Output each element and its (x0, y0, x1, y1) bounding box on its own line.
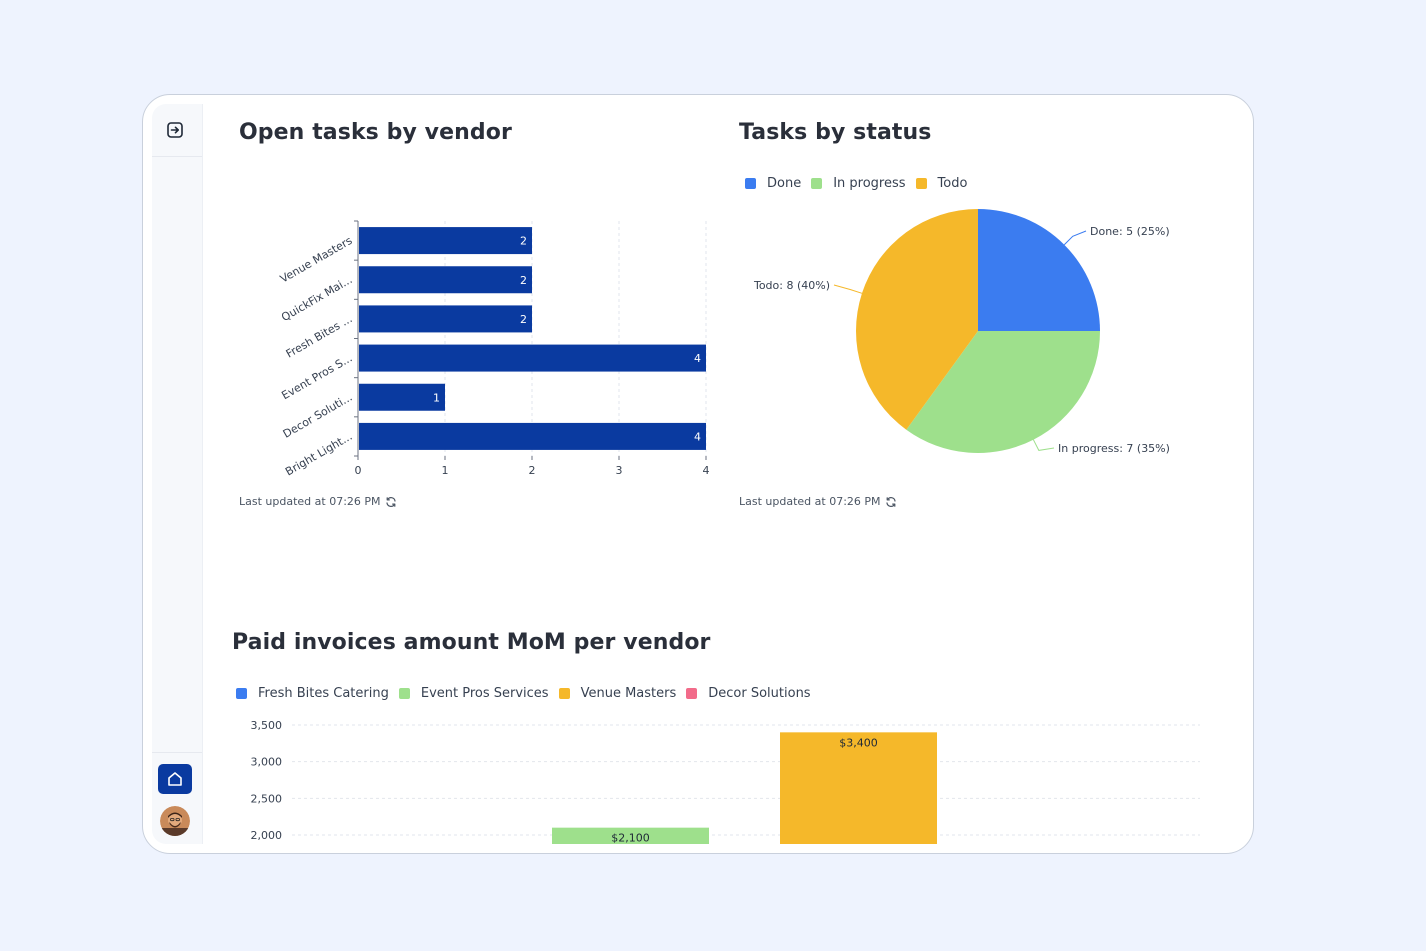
legend-item-in-progress[interactable]: In progress (811, 176, 906, 191)
legend-item-done[interactable]: Done (745, 176, 801, 191)
legend-swatch (745, 178, 756, 189)
legend-swatch (915, 178, 927, 189)
invoice-bar-chart: 2,000 2,500 3,000 3,500 $2,100 $3,400 (251, 719, 1200, 844)
x-tick-label: 2 (529, 464, 536, 477)
home-button[interactable] (158, 764, 192, 794)
legend-label: In progress (833, 176, 906, 191)
legend-swatch (398, 688, 410, 699)
bar-value-label: 2 (520, 313, 527, 326)
vendor-panel-title: Open tasks by vendor (239, 120, 512, 145)
y-tick-label: 2,000 (251, 829, 283, 842)
refresh-icon[interactable] (885, 496, 897, 508)
bar-value-label: 2 (520, 274, 527, 287)
device-frame: Open tasks by vendor 0 1 2 3 4 2 Venue Masters… (142, 94, 1254, 854)
legend-label: Fresh Bites Catering (258, 686, 389, 701)
legend-item-event-pros[interactable]: Event Pros Services (398, 686, 549, 701)
home-icon (168, 772, 182, 786)
legend-label: Decor Solutions (708, 686, 811, 701)
x-tick-label: 4 (703, 464, 710, 477)
pie-slice (906, 331, 1100, 453)
pie-slice (856, 209, 978, 430)
status-pie-chart: Done: 5 (25%) In progress: 7 (35%) Todo: 8… (753, 209, 1170, 455)
bar-value-label: $2,100 (611, 832, 650, 844)
bar (359, 227, 532, 255)
legend-label: Done (767, 176, 802, 191)
y-tick-label: 3,000 (251, 756, 283, 769)
pie-slice-label: Todo: 8 (40%) (753, 279, 830, 292)
legend-item-todo[interactable]: Todo (915, 176, 968, 191)
legend-swatch (686, 688, 698, 699)
legend-label: Venue Masters (580, 686, 677, 701)
legend-item-fresh-bites[interactable]: Fresh Bites Catering (236, 686, 389, 701)
status-last-updated: Last updated at 07:26 PM (739, 495, 897, 508)
status-panel-title: Tasks by status (739, 120, 932, 145)
legend-item-decor-solutions[interactable]: Decor Solutions (686, 686, 811, 701)
legend-swatch (811, 178, 823, 189)
y-tick-label: 2,500 (251, 792, 283, 805)
status-legend: Done In progress Todo (745, 176, 977, 191)
bar-value-label: 1 (433, 391, 440, 404)
sidebar-divider-top (152, 156, 202, 157)
vendor-last-updated: Last updated at 07:26 PM (239, 495, 397, 508)
pie-leader-line (1063, 230, 1087, 246)
bar-value-label: 4 (694, 352, 701, 365)
bar (359, 383, 445, 411)
pie-slice (978, 209, 1100, 331)
expand-panel-icon[interactable] (166, 121, 184, 139)
bar-value-label: $3,400 (839, 736, 878, 749)
x-tick-label: 1 (442, 464, 449, 477)
user-avatar[interactable] (160, 806, 190, 836)
legend-item-venue-masters[interactable]: Venue Masters (558, 686, 677, 701)
vendor-updated-text: Last updated at 07:26 PM (239, 495, 381, 508)
legend-swatch (236, 688, 247, 699)
bar (359, 422, 706, 450)
bar (359, 305, 532, 333)
y-tick-label: 3,500 (251, 719, 283, 732)
status-updated-text: Last updated at 07:26 PM (739, 495, 881, 508)
invoice-panel-title: Paid invoices amount MoM per vendor (232, 630, 711, 655)
pie-leader-line (833, 284, 863, 294)
x-tick-label: 0 (355, 464, 362, 477)
pie-slice-label: In progress: 7 (35%) (1058, 442, 1170, 455)
legend-label: Event Pros Services (420, 686, 549, 701)
x-tick-label: 3 (616, 464, 623, 477)
bar (359, 344, 706, 372)
bar-value-label: 4 (694, 430, 701, 443)
legend-swatch (558, 688, 570, 699)
pie-leader-line (1032, 439, 1055, 451)
bar (780, 732, 937, 844)
bar (552, 827, 709, 844)
refresh-icon[interactable] (385, 496, 397, 508)
sidebar-divider-bottom (152, 752, 202, 753)
bar (359, 266, 532, 294)
bar-value-label: 2 (520, 235, 527, 248)
y-tick-label: Bright Light... (283, 430, 354, 479)
sidebar (152, 104, 203, 844)
pie-slice-label: Done: 5 (25%) (1090, 225, 1170, 238)
app-screen: Open tasks by vendor 0 1 2 3 4 2 Venue Masters… (152, 104, 1244, 844)
legend-label: Todo (937, 176, 968, 191)
invoice-legend: Fresh Bites Catering Event Pros Services… (236, 686, 821, 701)
